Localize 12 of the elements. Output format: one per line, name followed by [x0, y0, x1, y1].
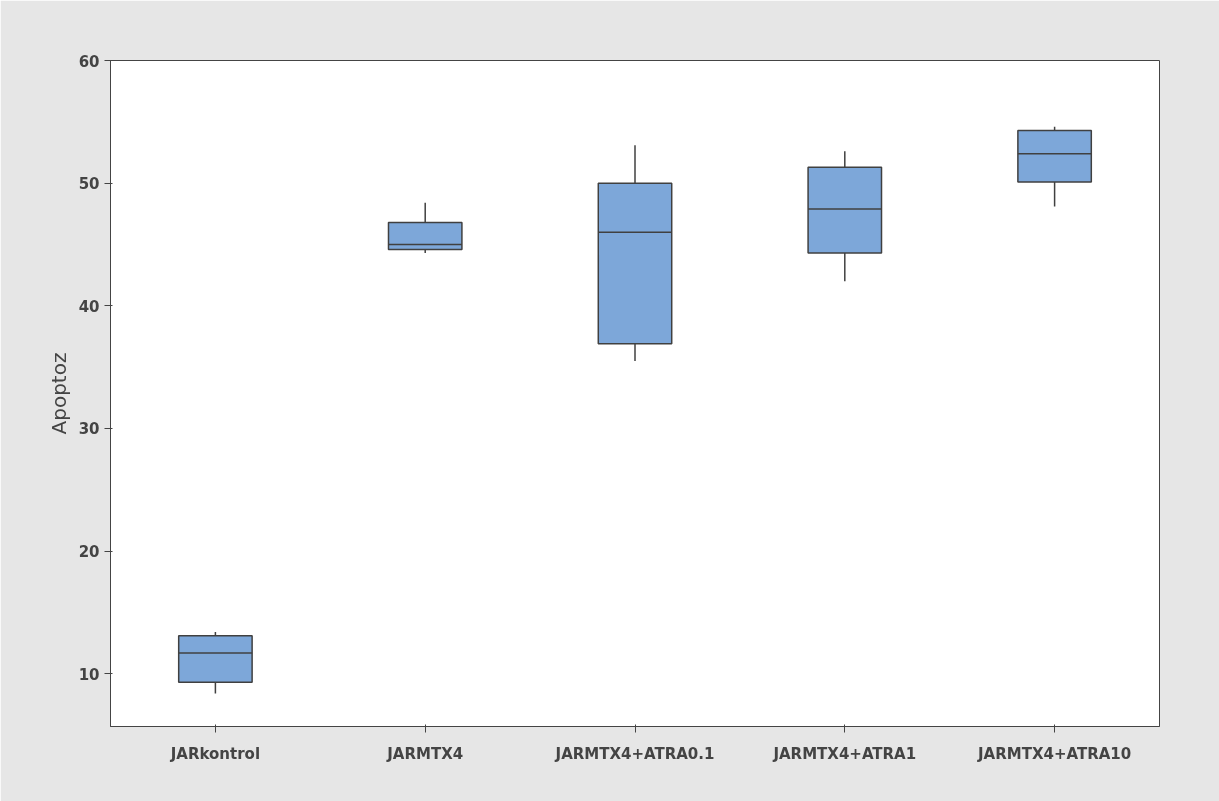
- y-tick-label: 30: [78, 420, 100, 439]
- y-tick-label: 50: [78, 175, 100, 194]
- y-tick-label: 40: [78, 297, 100, 316]
- y-tick-label: 10: [78, 665, 100, 684]
- x-tick-label: JARMTX4+ATRA10: [977, 744, 1132, 763]
- x-tick-label: JARMTX4+ATRA0.1: [554, 744, 715, 763]
- x-tick-label: JARkontrol: [169, 744, 261, 763]
- x-tick-label: JARMTX4+ATRA1: [772, 744, 917, 763]
- y-tick-label: 60: [78, 52, 100, 71]
- y-tick-label: 20: [78, 543, 100, 562]
- x-tick-label: JARMTX4: [386, 744, 464, 763]
- y-axis-title: Apoptoz: [46, 352, 71, 435]
